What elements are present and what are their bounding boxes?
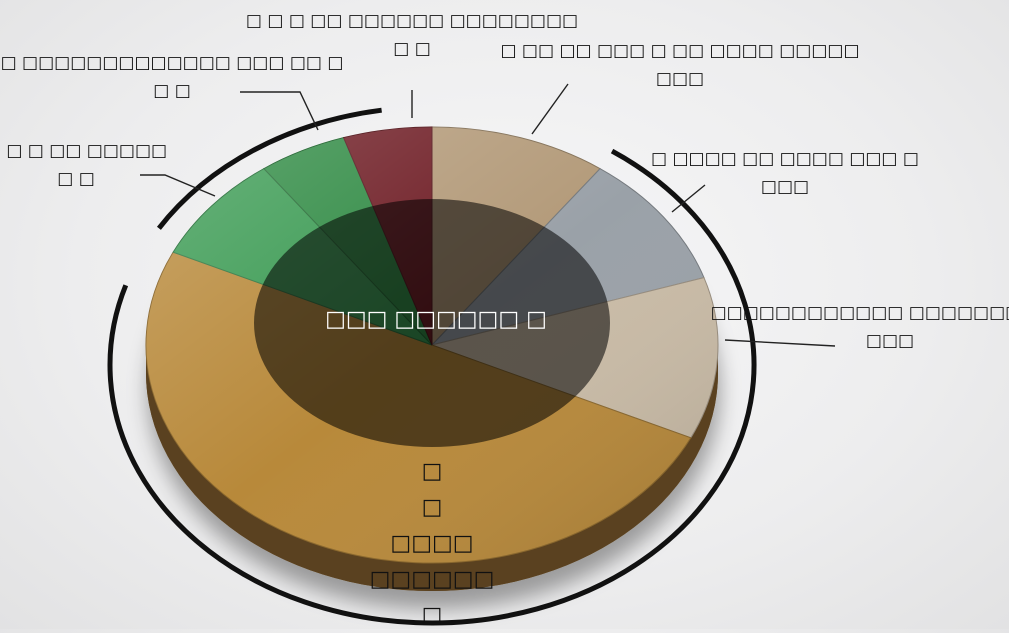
slice-label-4: □ □ □ □□ □□□□□□ □□□□□□□□ □ □ — [246, 11, 578, 59]
donut-inner-hole — [254, 199, 610, 447]
slice-label-0: □ □ □□□□ □□□□□□ □ — [370, 459, 495, 628]
leader-line-1 — [724, 339, 836, 347]
slice-label-3: □ □□ □□ □□□ □ □□ □□□□ □□□□□ □□□ — [500, 41, 859, 89]
slice-label-5: □ □□□□□□□□□□□□□ □□□ □□ □ □ □ — [1, 53, 344, 101]
slice-label-6: □ □ □ □□ □□□□□ □ □ — [0, 141, 167, 189]
bracket-right — [107, 148, 757, 626]
grouping-brackets — [107, 107, 757, 626]
bracket-top-left — [156, 107, 382, 230]
leader-line-2 — [671, 184, 706, 213]
center-label: □□□ □□□□□□ □ — [325, 307, 547, 332]
leader-line-5 — [240, 91, 319, 131]
leader-line-6 — [140, 174, 216, 197]
slice-labels: □ □ □□□□ □□□□□□ □ □□□□□□□□□□□□ □□□□□□ □□□□ □□□ □… — [0, 11, 1009, 628]
slice-label-2: □ □□□□ □□ □□□□ □□□ □ □□□ — [651, 149, 919, 197]
slice-label-1: □□□□□□□□□□□□ □□□□□□□□□□□□□ — [711, 303, 1009, 351]
donut-hole — [254, 199, 610, 447]
leader-line-3 — [531, 83, 569, 135]
label-leader-lines — [140, 83, 836, 347]
